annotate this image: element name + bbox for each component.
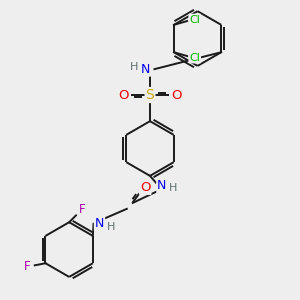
Text: O: O: [140, 181, 151, 194]
Text: O: O: [118, 88, 128, 101]
Text: Cl: Cl: [189, 14, 200, 25]
Text: H: H: [106, 222, 115, 232]
Text: O: O: [172, 88, 182, 101]
Text: H: H: [169, 183, 177, 193]
Text: Cl: Cl: [189, 52, 200, 63]
Text: F: F: [24, 260, 31, 273]
Text: N: N: [141, 63, 150, 76]
Text: F: F: [79, 203, 85, 216]
Text: S: S: [146, 88, 154, 102]
Text: N: N: [95, 217, 104, 230]
Text: N: N: [157, 179, 167, 192]
Text: H: H: [130, 62, 139, 72]
